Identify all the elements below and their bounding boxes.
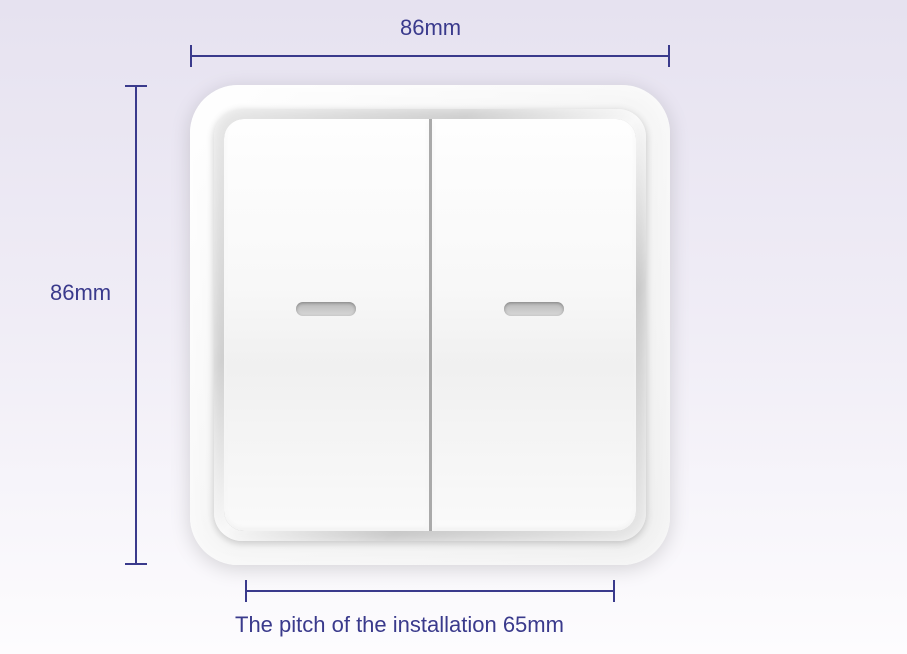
indicator-right (504, 302, 564, 316)
rocker-area (224, 119, 636, 531)
pitch-dim-tick-left (245, 580, 247, 602)
width-dim-line (190, 55, 670, 57)
height-dim-line (135, 85, 137, 565)
height-label: 86mm (50, 280, 111, 306)
width-dim-tick-right (668, 45, 670, 67)
rocker-left[interactable] (224, 119, 429, 531)
width-label: 86mm (400, 15, 461, 41)
height-dim-tick-top (125, 85, 147, 87)
indicator-left (296, 302, 356, 316)
height-dim-tick-bottom (125, 563, 147, 565)
width-dim-tick-left (190, 45, 192, 67)
rocker-right[interactable] (432, 119, 637, 531)
switch-plate (190, 85, 670, 565)
pitch-label: The pitch of the installation 65mm (235, 612, 564, 638)
pitch-dim-tick-right (613, 580, 615, 602)
chrome-bezel (214, 109, 646, 541)
pitch-dim-line (245, 590, 615, 592)
